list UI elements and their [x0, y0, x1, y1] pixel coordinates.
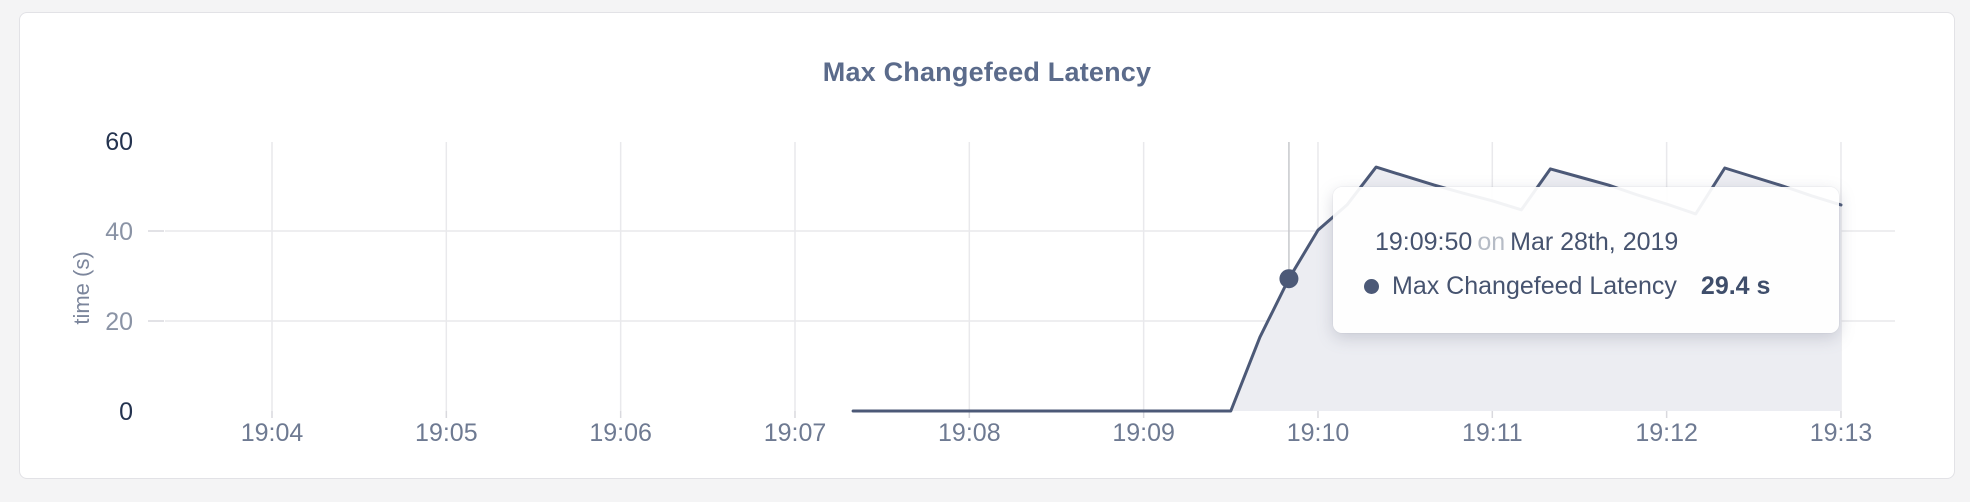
x-tick-label: 19:09 — [1112, 419, 1175, 447]
tooltip-timestamp: 19:09:50 on Mar 28th, 2019 — [1375, 227, 1839, 257]
hover-point-dot — [1279, 269, 1299, 289]
chart-title: Max Changefeed Latency — [822, 57, 1152, 87]
tooltip-series-label: Max Changefeed Latency — [1392, 272, 1677, 300]
series-color-dot-icon — [1364, 278, 1379, 294]
tooltip-series-value: 29.4 s — [1700, 272, 1771, 300]
tooltip-series-row: Max Changefeed Latency 29.4 s — [1364, 271, 1839, 301]
tooltip-date: Mar 28th, 2019 — [1510, 228, 1679, 256]
chart-tooltip: 19:09:50 on Mar 28th, 2019 Max Changefeed … — [1333, 187, 1839, 333]
x-tick-label: 19:06 — [589, 419, 652, 447]
x-tick-label: 19:08 — [938, 419, 1001, 447]
y-tick-label: 0 — [119, 398, 133, 426]
y-tick-label: 60 — [105, 128, 133, 156]
x-tick-label: 19:05 — [415, 419, 478, 447]
tooltip-conjunction: on — [1477, 228, 1506, 256]
x-tick-label: 19:04 — [241, 419, 304, 447]
x-tick-label: 19:11 — [1462, 419, 1523, 447]
x-tick-label: 19:12 — [1635, 419, 1698, 447]
tooltip-time: 19:09:50 — [1375, 228, 1473, 256]
x-tick-label: 19:10 — [1287, 419, 1350, 447]
x-tick-label: 19:13 — [1810, 419, 1873, 447]
x-tick-label: 19:07 — [764, 419, 827, 447]
y-tick-label: 20 — [105, 308, 133, 336]
y-tick-label: 40 — [105, 218, 133, 246]
